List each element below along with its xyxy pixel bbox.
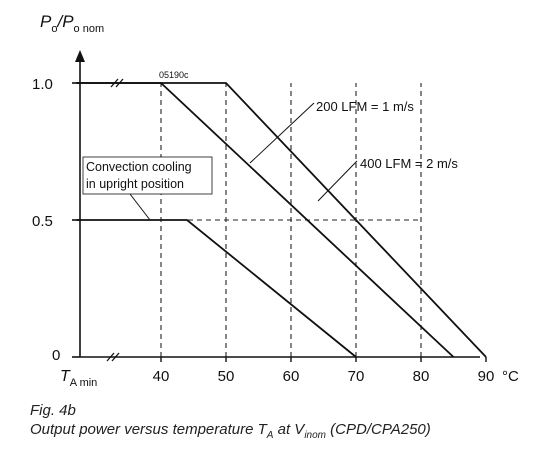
y-axis-label: Po/Po nom [40,12,104,35]
annotation-box-convection [82,156,213,195]
annotation-400lfm: 400 LFM = 2 m/s [360,156,458,171]
labels: 0.5 1.0 0 40 50 60 70 80 90 °C TA min Po/Po nom 0519… [32,12,519,389]
caption-title: Output power versus temperature [30,421,258,438]
figure-number: Fig. 4b [30,402,76,419]
y-tick-label-0.5: 0.5 [32,213,53,230]
leader-200lfm [249,102,315,164]
caption-suffix: (CPD/CPA250) [326,421,431,438]
series-line-0 [76,219,357,358]
x-tick-label-60: 60 [283,368,300,385]
x-origin-label: TA min [60,368,97,389]
caption-v-sub: inom [304,430,326,441]
leader-400lfm [317,160,358,202]
derating-chart: 0.5 1.0 0 40 50 60 70 80 90 °C TA min Po/Po nom 0519… [32,12,519,389]
figure-caption: Output power versus temperature TA at Vi… [30,421,431,441]
annotation-convection-line1: Convection cooling [86,160,192,174]
x-axis-unit: °C [502,368,519,385]
caption-at: at V [273,421,305,438]
series-lines [76,82,487,358]
leader-convection [129,193,151,221]
y-origin-label: 0 [52,347,60,364]
x-tick-label-70: 70 [348,368,365,385]
x-axis-break-a [106,352,115,362]
figure-code: 05190c [159,70,189,80]
x-tick-label-50: 50 [218,368,235,385]
caption-t: T [257,421,267,438]
x-tick-label-80: 80 [413,368,430,385]
x-tick-label-40: 40 [153,368,170,385]
y-axis-arrow [75,50,85,62]
annotation-convection-line2: in upright position [86,177,184,191]
x-axis-break-b [111,352,120,362]
y-tick-label-1.0: 1.0 [32,76,53,93]
x-tick-label-90: 90 [478,368,495,385]
annotation-200lfm: 200 LFM = 1 m/s [316,99,414,114]
caption-t-sub: A [266,430,274,441]
series-line-2 [76,82,487,358]
axes [72,50,487,362]
